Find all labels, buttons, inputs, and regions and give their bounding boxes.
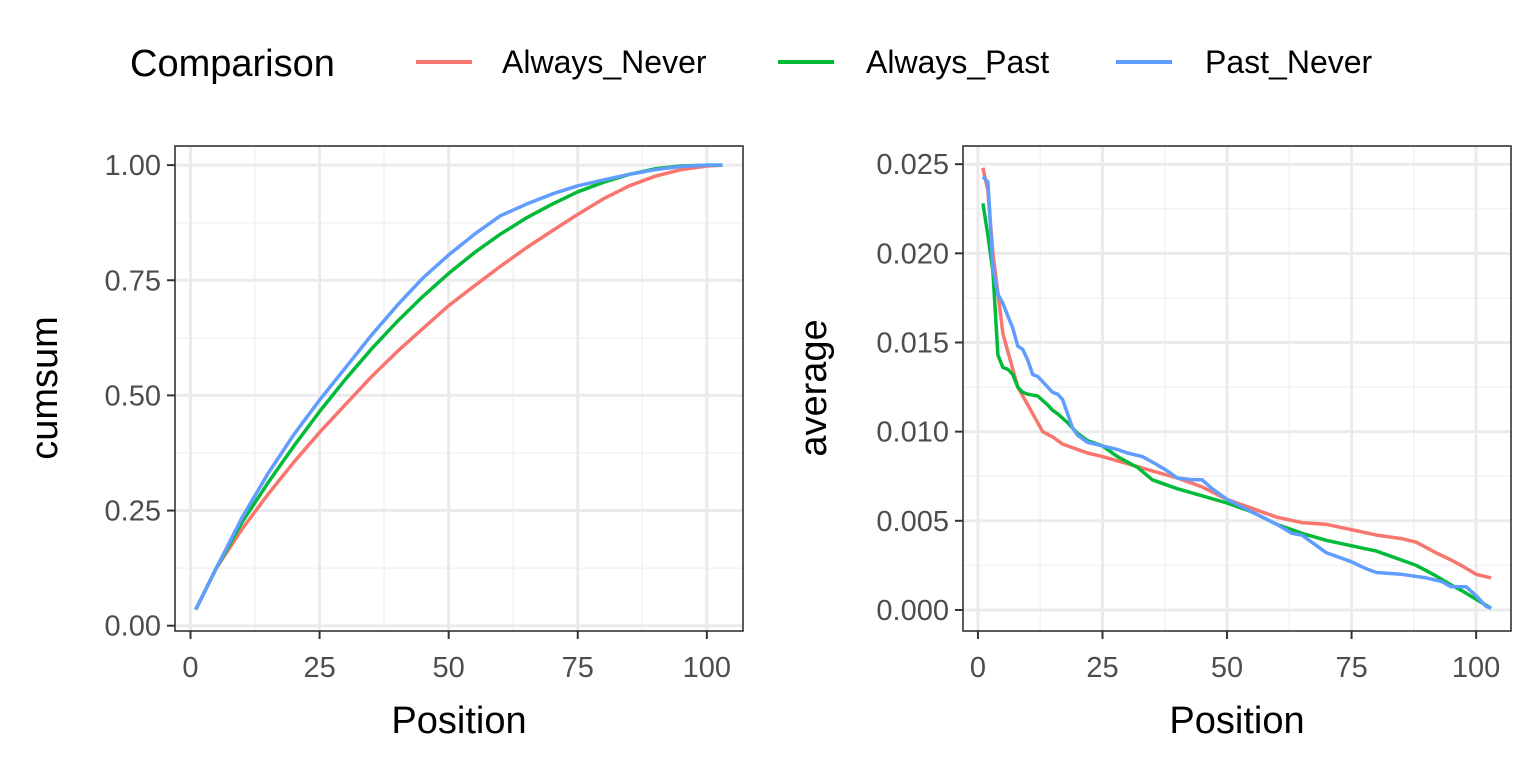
average-x-tick-label: 50 xyxy=(1211,652,1243,684)
panel-cumsum-background xyxy=(175,146,743,631)
average-x-tick-label: 25 xyxy=(1086,652,1118,684)
panel-average-series xyxy=(981,167,1492,610)
cumsum-series-past-never xyxy=(194,163,723,611)
panel-average-y-axis-title: average xyxy=(793,319,835,456)
average-series-past-never xyxy=(981,175,1492,610)
cumsum-x-tick-label: 100 xyxy=(683,652,731,684)
cumsum-y-tick-label: 1.00 xyxy=(105,150,161,182)
panel-average-background xyxy=(963,146,1511,631)
cumsum-series-always-never xyxy=(194,163,723,611)
panel-cumsum-y-axis-title: cumsum xyxy=(24,316,66,460)
average-x-tick-label: 100 xyxy=(1452,652,1500,684)
average-x-tick-label: 75 xyxy=(1335,652,1367,684)
legend-label-always-past: Always_Past xyxy=(866,44,1049,80)
cumsum-x-tick-label: 50 xyxy=(433,652,465,684)
legend-item-past-never: Past_Never xyxy=(1116,44,1373,80)
average-y-tick-label: 0.025 xyxy=(876,149,949,181)
panel-cumsum-series xyxy=(194,163,723,611)
cumsum-y-tick-label: 0.50 xyxy=(105,380,161,412)
legend-title: Comparison xyxy=(130,43,335,85)
average-y-tick-label: 0.020 xyxy=(876,238,949,270)
cumsum-y-tick-label: 0.00 xyxy=(105,611,161,643)
cumsum-y-tick-label: 0.25 xyxy=(105,496,161,528)
panel-average-ticks: 0 25 50 75 100 0.000 0.005 0.010 0.015 0.020 0.025 xyxy=(876,149,1500,684)
average-y-tick-label: 0.010 xyxy=(876,417,949,449)
cumsum-x-tick-label: 25 xyxy=(303,652,335,684)
cumsum-y-tick-label: 0.75 xyxy=(105,265,161,297)
panel-cumsum-border xyxy=(174,145,744,632)
panel-average: 0 25 50 75 100 0.000 0.005 0.010 0.015 0.020 0.025… xyxy=(793,145,1512,742)
panel-cumsum-grid xyxy=(175,146,743,631)
cumsum-x-tick-label: 75 xyxy=(562,652,594,684)
panel-cumsum-x-axis-title: Position xyxy=(391,700,526,742)
average-y-tick-label: 0.000 xyxy=(876,595,949,627)
average-x-tick-label: 0 xyxy=(970,652,986,684)
legend-label-past-never: Past_Never xyxy=(1205,44,1373,80)
panel-average-x-axis-title: Position xyxy=(1169,700,1304,742)
panel-cumsum-ticks: 0 25 50 75 100 0.00 0.25 0.50 0.75 1.00 xyxy=(105,150,732,684)
average-y-tick-label: 0.015 xyxy=(876,327,949,359)
average-series-always-past xyxy=(981,203,1492,610)
panel-average-grid xyxy=(963,146,1511,631)
average-y-tick-label: 0.005 xyxy=(876,506,949,538)
legend-label-always-never: Always_Never xyxy=(502,44,707,80)
cumsum-x-tick-label: 0 xyxy=(182,652,198,684)
panel-average-border xyxy=(962,145,1512,632)
legend-item-always-past: Always_Past xyxy=(778,44,1049,80)
legend-item-always-never: Always_Never xyxy=(416,44,707,80)
legend: Comparison Always_Never Always_Past Past… xyxy=(130,43,1373,85)
